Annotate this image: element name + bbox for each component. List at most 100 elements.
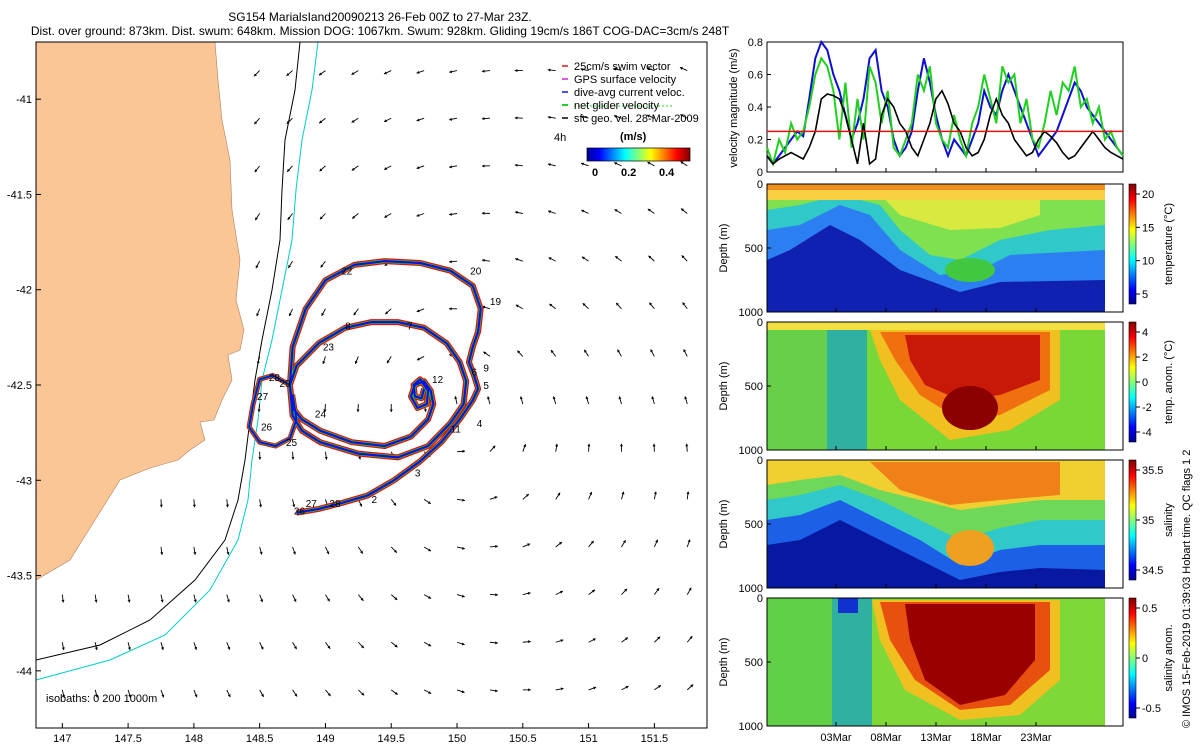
depth-tick-label: 1000 <box>739 307 763 319</box>
sfc-vector-head <box>657 685 661 688</box>
sfc-vector-head <box>514 210 518 214</box>
day-label: 27 <box>257 392 269 403</box>
sfc-vector-head <box>127 599 131 603</box>
sfc-vector-head <box>657 636 661 640</box>
sfc-vector-head <box>324 456 328 460</box>
sfc-vector-head <box>416 309 420 313</box>
colorbar-tick-2: 0.4 <box>659 167 675 179</box>
depth-tick-label: 0 <box>757 179 763 191</box>
sfc-vector-head <box>454 396 458 400</box>
sfc-vector-head <box>481 164 485 168</box>
sfc-vector-head <box>319 120 323 124</box>
depth-tick-label: 1000 <box>739 583 763 595</box>
sfc-vector-head <box>648 255 652 259</box>
sfc-vector-head <box>359 503 363 507</box>
sfc-vector-head <box>260 646 264 650</box>
sfc-vector-head <box>225 504 229 508</box>
sfc-vector-head <box>351 167 355 171</box>
sfc-vector-head <box>449 260 452 264</box>
temperature-panel <box>767 184 1123 312</box>
sfc-vector-head <box>462 449 465 453</box>
sfc-vector-head <box>517 350 521 354</box>
sfc-vector-head <box>580 68 584 72</box>
sfc-vector-head <box>384 262 388 266</box>
sfc-vector-head <box>393 549 397 553</box>
sfc-vector-head <box>683 349 687 353</box>
sfc-vector-head <box>423 409 427 412</box>
day-label: 25 <box>286 438 298 449</box>
sfc-vector-head <box>323 409 327 413</box>
sfc-vector-head <box>427 548 431 552</box>
sfc-vector-head <box>519 396 523 400</box>
sfc-vector-head <box>354 360 358 364</box>
sfc-vector-head <box>226 551 230 555</box>
sfc-vector-head <box>625 685 629 689</box>
vel-ytick-label: 0 <box>757 167 763 179</box>
sfc-vector-head <box>650 349 654 353</box>
sfc-vector-head <box>227 694 231 698</box>
sfc-vector-head <box>255 217 258 221</box>
sfc-vector-head <box>293 646 297 650</box>
sfc-vector-head <box>318 72 322 76</box>
sfc-vector-head <box>527 591 531 595</box>
sfc-vector-head <box>394 644 398 648</box>
sfc-vector-head <box>461 546 465 550</box>
velocity-ticks: 0 0.2 0.4 0.6 0.8 <box>748 37 1037 179</box>
sfc-vector-head <box>389 409 393 413</box>
sfc-vector-head <box>327 645 331 649</box>
sfc-vector-head <box>690 684 694 688</box>
lat-tick-label: -42.5 <box>7 380 32 392</box>
day-label: 5 <box>483 381 489 392</box>
sfc-vector-head <box>687 539 691 543</box>
sfc-vector-head <box>552 396 556 400</box>
sfc-vector-head <box>385 311 389 315</box>
sfc-vector-head <box>416 118 420 122</box>
legend-dac-label: dive-avg current veloc. <box>574 87 685 99</box>
sfc-vector-head <box>619 443 623 447</box>
vel-ytick-label: 0.2 <box>748 135 763 147</box>
depth-tick-label: 0 <box>757 455 763 467</box>
sfc-vector-head <box>193 552 197 555</box>
day-label: 6 <box>471 367 477 378</box>
sfc-vector-head <box>461 594 465 598</box>
sfc-vector-head <box>226 599 230 603</box>
sfc-vector-head <box>384 167 388 170</box>
sfc-vector-head <box>326 598 330 602</box>
sfc-vector-head <box>481 211 485 215</box>
sfc-vector-head <box>94 647 98 651</box>
sfc-vector-head <box>291 456 295 460</box>
sfc-vector-head <box>393 502 397 506</box>
lat-tick-label: -43 <box>16 475 32 487</box>
day-label: 24 <box>315 409 327 420</box>
cbar-tick-label: 0 <box>1142 377 1148 389</box>
sfc-vector-head <box>589 491 593 495</box>
sfc-vector-head <box>416 166 420 170</box>
sfc-vector-head <box>481 258 485 262</box>
sfc-vector-head <box>614 162 618 166</box>
depth-tick-label: 1000 <box>739 445 763 457</box>
day-label: 28 <box>269 373 281 384</box>
sfc-vector-head <box>352 215 356 219</box>
day-label: 8 <box>345 322 351 333</box>
depth-axis-label: Depth (m) <box>718 638 730 687</box>
day-label: 23 <box>323 343 335 354</box>
sfc-vector-head <box>254 169 258 173</box>
lon-tick-label: 149.5 <box>377 733 405 745</box>
cbar-tick-label: 0 <box>1142 653 1148 665</box>
sfc-vector-head <box>417 357 421 361</box>
day-label: 3 <box>415 468 421 479</box>
sfc-vector-head <box>449 70 453 74</box>
lon-tick-label: 147 <box>53 733 71 745</box>
sfc-vector-head <box>682 302 686 306</box>
sfc-vector-head <box>383 71 387 75</box>
sfc-vector-head <box>351 119 355 123</box>
sfc-vector-head <box>613 114 617 118</box>
sfc-vector-head <box>292 551 296 555</box>
sfc-vector-head <box>550 350 554 354</box>
lon-tick-label: 151 <box>579 733 597 745</box>
sfc-vector-head <box>653 491 657 495</box>
sfc-vector-head <box>559 590 563 594</box>
sfc-vector-head <box>260 599 264 603</box>
sfc-vector-head <box>159 504 163 508</box>
